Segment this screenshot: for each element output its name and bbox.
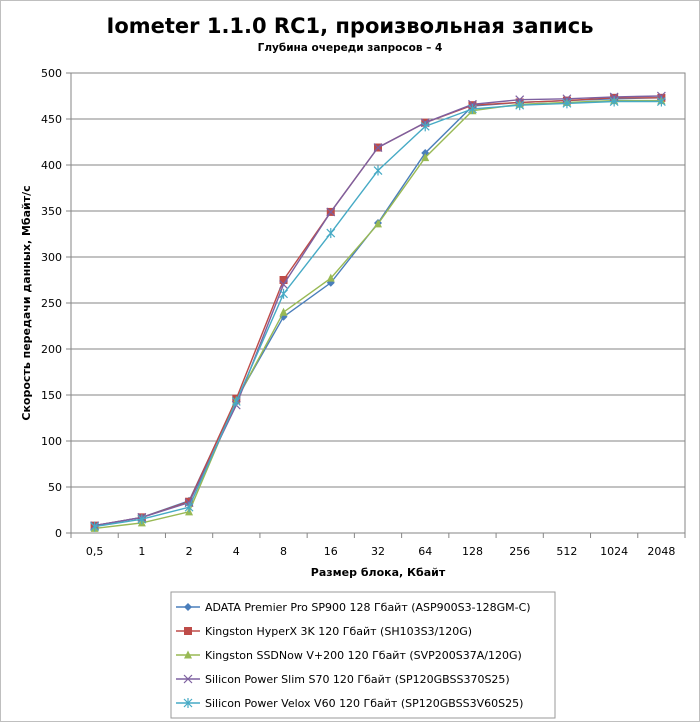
data-point [373,143,383,152]
legend-item: Silicon Power Slim S70 120 Гбайт (SP120G… [176,673,510,686]
data-point [90,521,100,532]
chart-subtitle: Глубина очереди запросов – 4 [258,42,443,54]
y-axis-ticks: 0 50 100 150 200 250 300 350 400 450 500 [41,67,71,540]
data-point [279,307,288,316]
legend-frame [170,591,556,719]
x-axis-title: Размер блока, Кбайт [311,566,446,579]
data-point [515,100,525,111]
data-point [279,276,288,284]
legend-item: Kingston SSDNow V+200 120 Гбайт (SVP200S… [176,649,522,662]
series [90,96,666,532]
series-layer [90,91,666,532]
legend-label: Silicon Power Slim S70 120 Гбайт (SP120G… [205,673,510,686]
legend-label: Kingston HyperX 3K 120 Гбайт (SH103S3/12… [205,625,472,638]
x-tick-label: 8 [280,545,287,558]
y-tick-label: 250 [41,297,62,310]
y-tick-label: 350 [41,205,62,218]
x-axis-ticks: 0,5 1 2 4 8 16 32 64 128 256 512 1024 2048 [70,533,686,558]
x-tick-label: 1 [138,545,145,558]
data-point [374,219,382,228]
y-tick-label: 450 [41,113,62,126]
y-tick-label: 500 [41,67,62,80]
data-point [326,273,335,282]
y-tick-label: 200 [41,343,62,356]
x-tick-label: 512 [556,545,577,558]
legend-item: Silicon Power Velox V60 120 Гбайт (SP120… [176,697,523,710]
x-tick-label: 128 [462,545,483,558]
data-point [420,121,430,132]
legend-item: ADATA Premier Pro SP900 128 Гбайт (ASP90… [176,601,531,614]
legend-label: ADATA Premier Pro SP900 128 Гбайт (ASP90… [205,601,531,614]
x-tick-label: 2048 [647,545,675,558]
legend-label: Kingston SSDNow V+200 120 Гбайт (SVP200S… [205,649,522,662]
data-point [279,280,288,290]
data-point [184,627,192,635]
data-point [184,603,192,611]
data-point [468,103,477,114]
y-tick-label: 400 [41,159,62,172]
x-tick-label: 4 [233,545,240,558]
legend-label: Silicon Power Velox V60 120 Гбайт (SP120… [205,697,523,710]
y-tick-label: 300 [41,251,62,264]
data-point [231,396,241,407]
data-point [184,650,192,659]
y-tick-label: 50 [48,481,62,494]
y-tick-label: 0 [55,527,62,540]
y-tick-label: 100 [41,435,62,448]
chart-title: Iometer 1.1.0 RC1, произвольная запись [107,14,594,38]
y-axis-title: Скорость передачи данных, Мбайт/с [20,185,33,420]
data-point [137,514,147,525]
legend-item: Kingston HyperX 3K 120 Гбайт (SH103S3/12… [176,625,472,638]
legend: ADATA Premier Pro SP900 128 Гбайт (ASP90… [176,601,531,710]
data-point [656,96,666,107]
data-point [279,288,288,299]
data-point [326,207,336,217]
x-tick-label: 1024 [600,545,628,558]
data-point [609,96,619,107]
data-point [373,165,383,176]
data-point [326,228,336,239]
data-point [421,153,430,162]
y-tick-label: 150 [41,389,62,402]
data-point [562,98,572,109]
data-point [183,674,193,684]
x-tick-label: 2 [186,545,193,558]
x-tick-label: 64 [418,545,432,558]
x-tick-label: 16 [324,545,338,558]
data-point [183,698,193,708]
x-tick-label: 0,5 [86,545,104,558]
x-tick-label: 32 [371,545,385,558]
x-tick-label: 256 [509,545,530,558]
data-point [184,502,194,513]
